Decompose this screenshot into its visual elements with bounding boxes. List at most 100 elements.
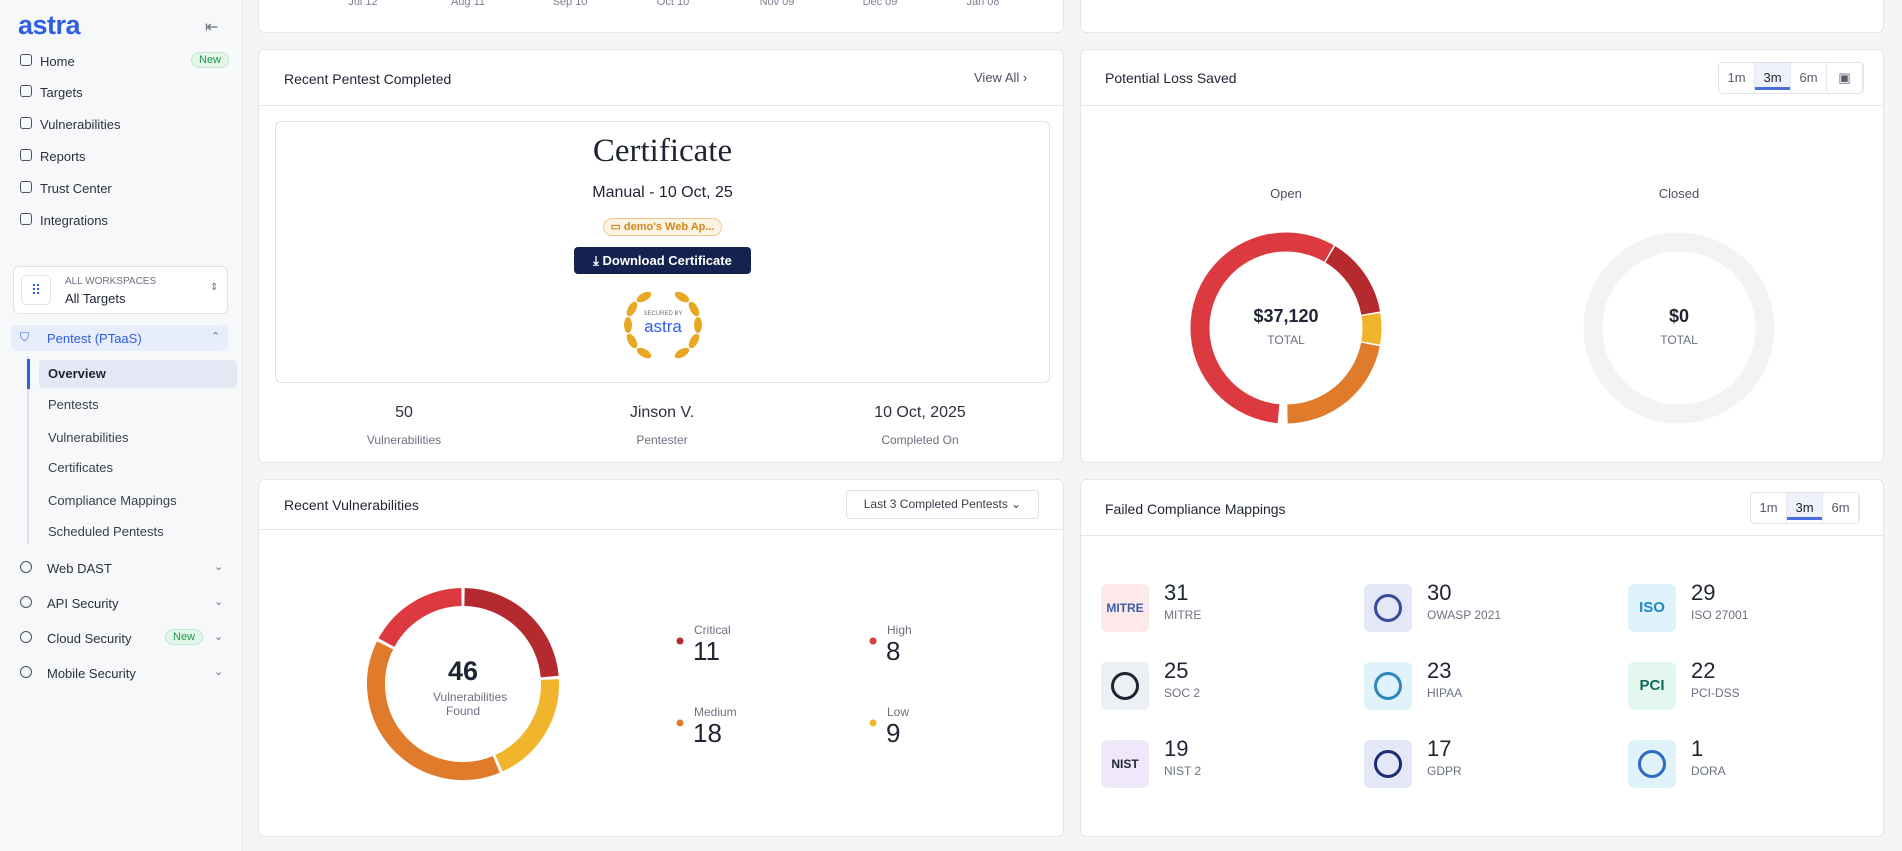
range-selector: 1m 3m 6m ▣ xyxy=(1718,62,1864,94)
x-tick-label: Oct 10 xyxy=(656,0,690,8)
laurel xyxy=(624,291,702,359)
compliance-logo xyxy=(1364,740,1412,788)
nav-item[interactable]: Vulnerabilities xyxy=(12,113,230,137)
card-title: Potential Loss Saved xyxy=(1105,70,1237,86)
nav-icon xyxy=(20,54,32,66)
nav-icon xyxy=(20,117,32,129)
donut-segment xyxy=(367,641,500,780)
nav-group[interactable]: Cloud Security New ⌄ xyxy=(12,627,230,651)
nav-item[interactable]: Integrations xyxy=(12,209,230,233)
top-chart-card xyxy=(258,0,1064,33)
compliance-name: ISO 27001 xyxy=(1691,608,1749,622)
compliance-count: 23 xyxy=(1427,658,1452,683)
nav-item[interactable]: Home New xyxy=(12,50,230,74)
badge-logo: astra xyxy=(644,317,682,336)
nav-icon xyxy=(20,596,32,608)
legend-label: Low xyxy=(887,705,909,719)
empty-ring xyxy=(1583,232,1775,424)
view-all-link[interactable]: View All › xyxy=(974,70,1028,85)
nav-icon xyxy=(20,666,32,678)
nav-icon xyxy=(20,561,32,573)
compliance-name: SOC 2 xyxy=(1164,686,1201,700)
range-option[interactable]: 6m xyxy=(1791,63,1827,93)
stat-value: Jinson V. xyxy=(629,404,695,421)
potential-loss-card: Potential Loss Saved 1m 3m 6m ▣ Open $37,120… xyxy=(1080,49,1884,463)
certificate-subtitle: Manual - 10 Oct, 25 xyxy=(592,184,733,201)
legend-label: Critical xyxy=(1438,461,1472,462)
donut-segment xyxy=(1325,246,1381,316)
chevron: ⌃ xyxy=(211,331,221,343)
range-option[interactable]: 6m xyxy=(1823,493,1859,523)
chevron: ⌄ xyxy=(214,561,224,573)
compliance-logo: ISO xyxy=(1628,584,1676,632)
logo-mark xyxy=(1374,594,1402,622)
workspace-selector[interactable]: ⠿ ALL WORKSPACES All Targets ⇕ xyxy=(13,266,228,314)
compliance-logo xyxy=(1364,662,1412,710)
sub-nav-item[interactable]: Scheduled Pentests xyxy=(48,524,164,539)
donut-segment xyxy=(1361,313,1382,345)
sub-nav-item[interactable]: Overview xyxy=(48,366,106,381)
nav-label: Home xyxy=(40,54,75,69)
chevron: ⌄ xyxy=(214,666,224,678)
legend-label: High xyxy=(1514,461,1537,462)
collapse-button[interactable]: ⇤ xyxy=(205,19,219,36)
compliance-name: MITRE xyxy=(1164,608,1202,622)
logo[interactable]: astra xyxy=(18,10,81,40)
donut-total-label: TOTAL xyxy=(1660,333,1698,347)
nav-item[interactable]: Reports xyxy=(12,145,230,169)
certificate-title: Certificate xyxy=(592,133,733,169)
stat-label: Pentester xyxy=(636,433,688,447)
x-tick-label: Jan 08 xyxy=(966,0,1000,8)
sub-nav-item[interactable]: Certificates xyxy=(48,460,114,475)
logo-mark xyxy=(1638,750,1666,778)
donut-total-label-box: Vulnerabilities Found xyxy=(433,690,507,718)
active-indicator xyxy=(27,359,30,389)
download-button[interactable]: ⤓ Download Certificate xyxy=(574,247,751,274)
legend-dot xyxy=(676,719,684,727)
donut-total: $37,120 xyxy=(1253,306,1318,326)
donut-segment xyxy=(1190,232,1334,424)
donut-label: Open xyxy=(1270,186,1302,201)
badge-top: SECURED BY xyxy=(643,311,682,317)
card-title: Failed Compliance Mappings xyxy=(1105,501,1286,517)
nav-group[interactable]: API Security ⌄ xyxy=(12,592,230,616)
legend-label: High xyxy=(887,623,912,637)
nav-icon xyxy=(20,149,32,161)
nav-group[interactable]: Mobile Security ⌄ xyxy=(12,662,230,686)
filter-label: Last 3 Completed Pentests xyxy=(863,497,1008,511)
sub-nav-item[interactable]: Pentests xyxy=(48,397,99,412)
compliance-name: OWASP 2021 xyxy=(1427,608,1502,622)
new-badge: New xyxy=(165,629,204,645)
target-name: demo's Web Ap... xyxy=(623,221,715,233)
compliance-count: 31 xyxy=(1164,580,1189,605)
compliance-logo: MITRE xyxy=(1101,584,1149,632)
card-title: Recent Pentest Completed xyxy=(284,71,452,87)
range-option[interactable]: 3m xyxy=(1755,63,1791,93)
nav-label: Web DAST xyxy=(47,561,112,576)
stat-label: Vulnerabilities xyxy=(366,433,442,447)
sub-nav-item[interactable]: Compliance Mappings xyxy=(48,493,177,508)
active-item-bg xyxy=(39,360,237,388)
filter-dropdown[interactable]: Last 3 Completed Pentests ⌄ xyxy=(846,490,1039,519)
section-header[interactable]: ⛉ Pentest (PTaaS) ⌃ xyxy=(11,325,228,351)
calendar-button[interactable]: ▣ xyxy=(1827,63,1863,93)
compliance-logo xyxy=(1364,584,1412,632)
legend-label: Medium xyxy=(694,705,737,719)
logo-mark xyxy=(1374,672,1402,700)
range-option[interactable]: 3m xyxy=(1787,493,1823,523)
range-option[interactable]: 1m xyxy=(1751,493,1787,523)
legend-value: 18 xyxy=(693,718,722,748)
legend-value: 8 xyxy=(886,636,900,666)
card-title: Recent Vulnerabilities xyxy=(284,497,419,513)
x-tick-label: Sep 10 xyxy=(552,0,588,8)
compliance-count: 25 xyxy=(1164,658,1189,683)
nav-item[interactable]: Trust Center xyxy=(12,177,230,201)
sub-nav-item[interactable]: Vulnerabilities xyxy=(48,430,129,445)
nav-group[interactable]: Web DAST ⌄ xyxy=(12,557,230,581)
range-option[interactable]: 1m xyxy=(1719,63,1755,93)
compliance-logo: NIST xyxy=(1101,740,1149,788)
nav-item[interactable]: Targets xyxy=(12,81,230,105)
legend-dot xyxy=(869,719,877,727)
target-pill: ▭ demo's Web Ap... xyxy=(603,218,722,236)
compliance-count: 19 xyxy=(1164,736,1189,761)
